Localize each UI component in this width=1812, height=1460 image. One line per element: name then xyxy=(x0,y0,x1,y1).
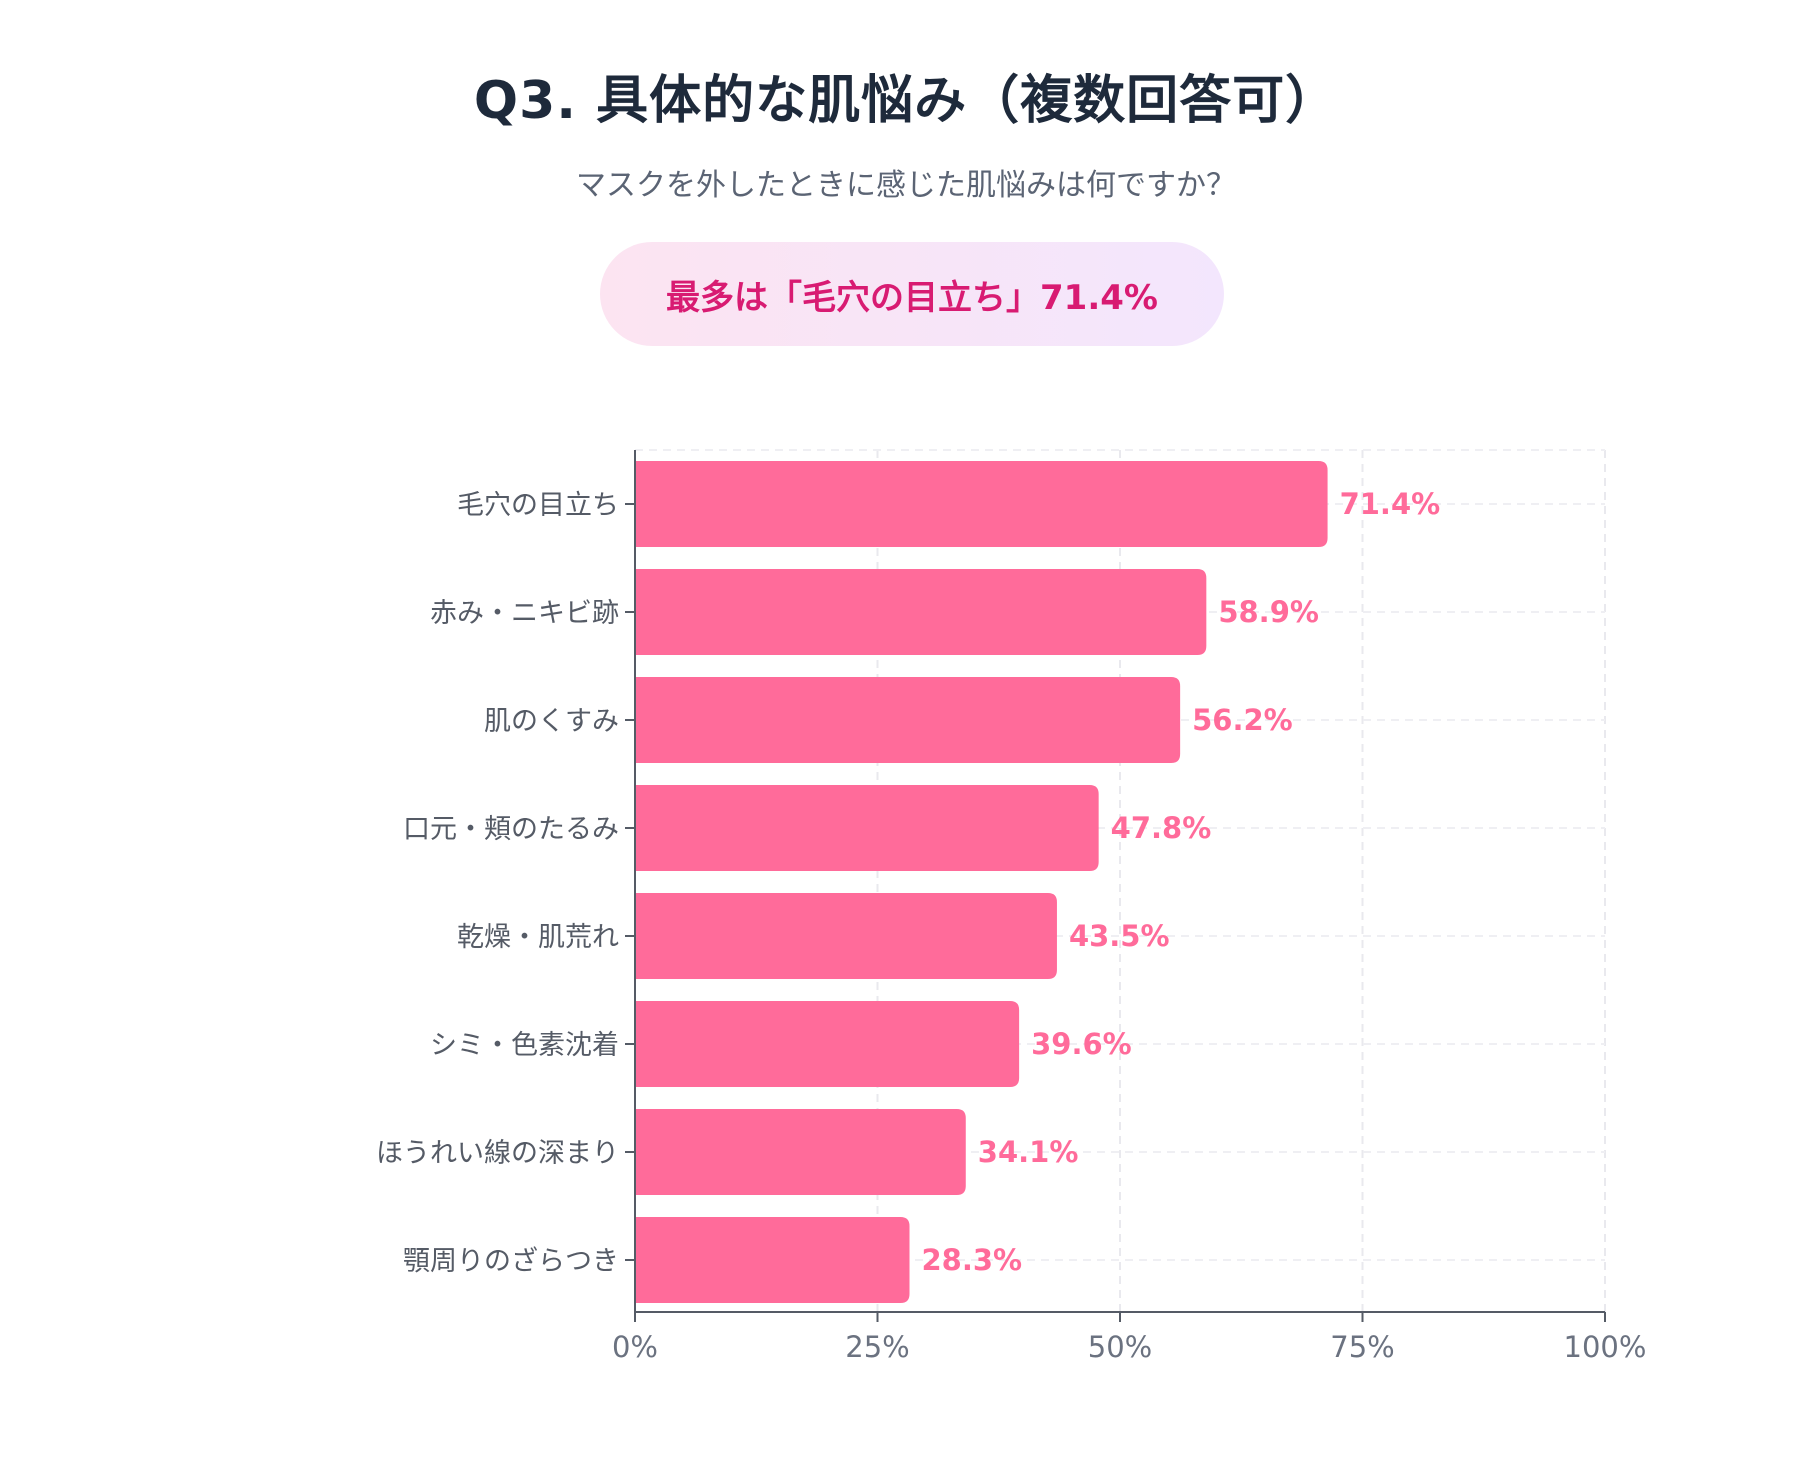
value-label: 71.4% xyxy=(1340,487,1441,521)
value-label: 34.1% xyxy=(978,1135,1079,1169)
x-tick-label: 25% xyxy=(845,1330,909,1364)
category-label: ほうれい線の深まり xyxy=(376,1138,619,1169)
category-label: 赤み・ニキビ跡 xyxy=(430,598,619,629)
chart-subtitle: マスクを外したときに感じた肌悩みは何ですか？ xyxy=(576,168,1236,203)
category-label: 乾燥・肌荒れ xyxy=(457,922,619,953)
bar xyxy=(635,893,1057,979)
bar xyxy=(635,1109,966,1195)
highlight-badge: 最多は「毛穴の目立ち」71.4% xyxy=(600,242,1224,346)
bar xyxy=(635,461,1328,547)
bar xyxy=(635,677,1181,763)
category-label: 毛穴の目立ち xyxy=(457,490,619,521)
bar xyxy=(635,1217,910,1303)
x-tick-label: 75% xyxy=(1330,1330,1394,1364)
value-label: 56.2% xyxy=(1192,703,1293,737)
bar xyxy=(635,1001,1020,1087)
value-label: 43.5% xyxy=(1069,919,1170,953)
highlight-text: 最多は「毛穴の目立ち」71.4% xyxy=(666,277,1158,318)
bar xyxy=(635,785,1099,871)
value-label: 47.8% xyxy=(1111,811,1212,845)
category-label: 顎周りのざらつき xyxy=(403,1246,619,1277)
chart-title: Q3. 具体的な肌悩み（複数回答可） xyxy=(473,71,1339,131)
category-label: シミ・色素沈着 xyxy=(430,1030,619,1061)
value-label: 28.3% xyxy=(922,1243,1023,1277)
category-label: 肌のくすみ xyxy=(484,706,619,737)
bar-layer: 71.4% 58.9% 56.2% 47.8% 43.5% 39.6% 34.1% 28.3% xyxy=(635,461,1440,1303)
value-label: 58.9% xyxy=(1218,595,1319,629)
x-tick-label: 0% xyxy=(612,1330,658,1364)
category-label: 口元・頬のたるみ xyxy=(403,814,619,845)
value-label: 39.6% xyxy=(1031,1027,1132,1061)
x-tick-label: 100% xyxy=(1564,1330,1647,1364)
x-tick-label: 50% xyxy=(1088,1330,1152,1364)
axis-layer: 毛穴の目立ち赤み・ニキビ跡肌のくすみ口元・頬のたるみ乾燥・肌荒れシミ・色素沈着ほ… xyxy=(376,450,1646,1364)
bar xyxy=(635,569,1207,655)
